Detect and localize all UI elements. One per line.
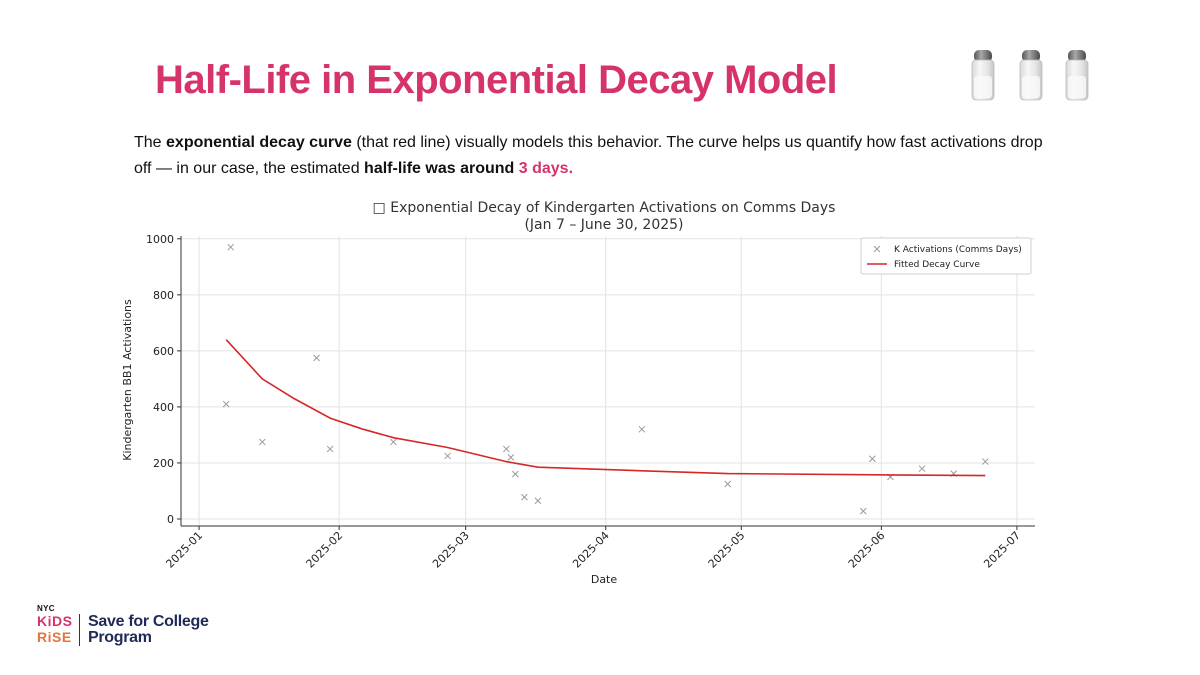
body-bold-decay-curve: exponential decay curve (166, 134, 352, 151)
x-tick-label: 2025-06 (846, 529, 888, 571)
legend-marker-swatch (873, 245, 881, 253)
data-point (868, 455, 876, 463)
data-point-stroke (258, 438, 266, 446)
salt-shaker-icon (971, 50, 995, 101)
fitted-decay-curve (225, 339, 986, 477)
data-point-stroke (326, 445, 334, 453)
legend: K Activations (Comms Days) Fitted Decay C… (860, 237, 1032, 275)
salt-shaker-icon (1019, 50, 1043, 101)
data-point (444, 452, 451, 460)
x-axis-label: Date (591, 573, 618, 586)
data-point (313, 354, 320, 362)
data-point-stroke (638, 425, 646, 433)
data-point (326, 445, 334, 453)
logo-kids: KiDS (37, 613, 73, 629)
legend-label: K Activations (Comms Days) (894, 245, 1022, 255)
data-point (507, 453, 515, 461)
data-point-stroke (390, 438, 397, 446)
data-point (390, 438, 397, 446)
x-tick-label: 2025-02 (304, 529, 346, 571)
data-point (227, 243, 235, 251)
legend-box (860, 237, 1032, 275)
data-point (534, 497, 542, 505)
y-axis-label: Kindergarten BB1 Activations (121, 299, 134, 461)
logo-divider (79, 614, 80, 646)
y-tick-label: 200 (153, 457, 174, 470)
data-point-stroke (313, 354, 320, 362)
body-paragraph: The exponential decay curve (that red li… (134, 130, 1064, 182)
data-point-stroke (981, 458, 989, 465)
salt-shaker-icon (1065, 50, 1089, 101)
y-tick-label: 0 (167, 513, 174, 526)
data-point (638, 425, 646, 433)
chart-subtitle: (Jan 7 – June 30, 2025) (524, 217, 683, 233)
x-tick-label: 2025-04 (570, 529, 612, 571)
body-period: . (568, 160, 574, 177)
slide-title: Half-Life in Exponential Decay Model (155, 58, 838, 102)
x-tick-label: 2025-03 (430, 529, 472, 571)
body-text-1: The (134, 134, 167, 151)
body-bold-half-life: half-life was around (364, 160, 515, 177)
data-point-stroke (859, 507, 867, 515)
body-text-2: (that red line) visually models this beh… (134, 134, 1043, 177)
salt-shaker-icons (971, 50, 1089, 101)
logo-rise: RiSE (37, 629, 72, 645)
x-tick-label: 2025-05 (706, 529, 748, 571)
y-tick-label: 600 (153, 345, 174, 358)
chart-title: □ Exponential Decay of Kindergarten Acti… (373, 200, 836, 216)
data-point-stroke (724, 480, 732, 488)
data-point (981, 458, 989, 465)
data-point-stroke (444, 452, 451, 460)
axes: 0 200 400 600 800 1000 2025-01 2025-02 2025-03 20… (146, 233, 1035, 571)
data-point-stroke (534, 497, 542, 505)
data-point-stroke (873, 245, 881, 253)
data-point (859, 507, 867, 515)
decay-chart: □ Exponential Decay of Kindergarten Acti… (121, 200, 1035, 586)
legend-label: Fitted Decay Curve (894, 260, 980, 270)
data-point-stroke (502, 445, 510, 453)
x-tick-label: 2025-01 (163, 529, 205, 571)
data-point-stroke (227, 243, 235, 251)
data-point (222, 400, 230, 408)
y-tick-label: 1000 (146, 233, 174, 246)
grid-lines (181, 236, 1035, 526)
data-point (512, 470, 519, 478)
logo-program-name: Save for College Program (88, 613, 209, 646)
data-point (502, 445, 510, 453)
data-point-stroke (222, 400, 230, 408)
data-point-stroke (507, 453, 515, 461)
data-point-stroke (918, 465, 926, 472)
logo-nyc: NYC (37, 604, 55, 613)
data-point-stroke (868, 455, 876, 463)
chart-series (222, 243, 989, 515)
y-tick-label: 400 (153, 401, 174, 414)
half-life-value: 3 days (518, 160, 569, 177)
data-point-stroke (521, 493, 528, 501)
y-tick-label: 800 (153, 289, 174, 302)
data-point (918, 465, 926, 472)
kids-rise-logo: NYC KiDS RiSE Save for College Program (37, 604, 237, 652)
data-point-stroke (512, 470, 519, 478)
data-point (724, 480, 732, 488)
data-point (521, 493, 528, 501)
data-point (258, 438, 266, 446)
x-tick-label: 2025-07 (981, 529, 1023, 571)
